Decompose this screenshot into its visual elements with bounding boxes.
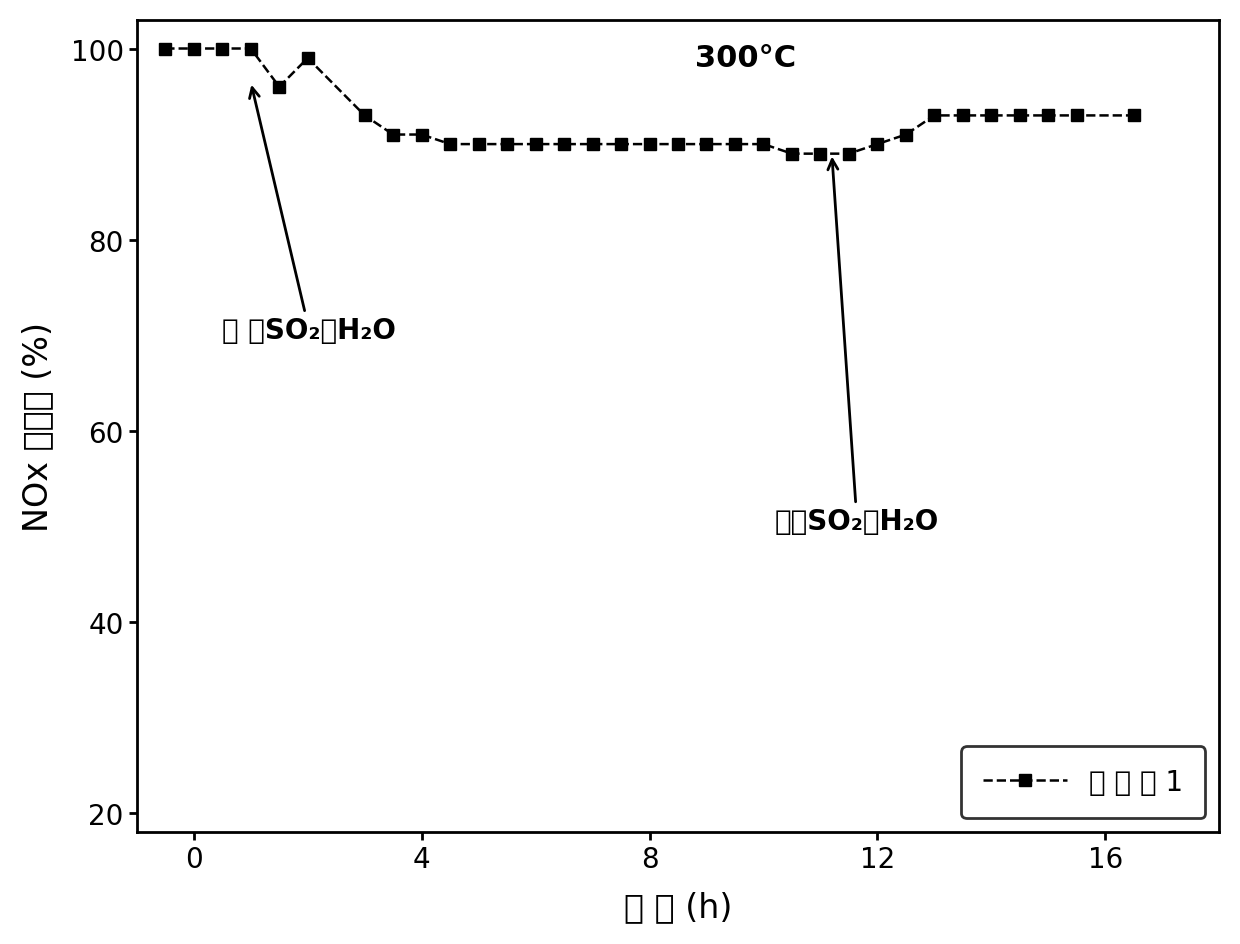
Text: 切断SO₂和H₂O: 切断SO₂和H₂O (775, 160, 939, 536)
实 施 例 1 (728, 140, 743, 151)
Legend: 实 施 例 1: 实 施 例 1 (961, 746, 1205, 818)
实 施 例 1 (215, 43, 229, 55)
实 施 例 1 (983, 110, 998, 122)
实 施 例 1 (614, 140, 629, 151)
实 施 例 1 (443, 140, 458, 151)
实 施 例 1 (300, 54, 315, 65)
实 施 例 1 (157, 43, 172, 55)
实 施 例 1 (642, 140, 657, 151)
实 施 例 1 (557, 140, 572, 151)
Text: 300°C: 300°C (696, 44, 796, 74)
X-axis label: 时 间 (h): 时 间 (h) (624, 890, 732, 923)
实 施 例 1 (1126, 110, 1141, 122)
Text: 通 入SO₂和H₂O: 通 入SO₂和H₂O (222, 89, 396, 345)
实 施 例 1 (243, 43, 258, 55)
实 施 例 1 (500, 140, 515, 151)
实 施 例 1 (186, 43, 201, 55)
实 施 例 1 (386, 129, 401, 141)
实 施 例 1 (1012, 110, 1027, 122)
Line: 实 施 例 1: 实 施 例 1 (159, 43, 1140, 160)
实 施 例 1 (1040, 110, 1055, 122)
实 施 例 1 (585, 140, 600, 151)
实 施 例 1 (842, 149, 857, 160)
实 施 例 1 (272, 82, 286, 93)
实 施 例 1 (955, 110, 970, 122)
实 施 例 1 (899, 129, 914, 141)
实 施 例 1 (699, 140, 714, 151)
实 施 例 1 (471, 140, 486, 151)
实 施 例 1 (528, 140, 543, 151)
实 施 例 1 (813, 149, 828, 160)
实 施 例 1 (357, 110, 372, 122)
实 施 例 1 (671, 140, 686, 151)
实 施 例 1 (1069, 110, 1084, 122)
实 施 例 1 (870, 140, 885, 151)
Y-axis label: NOx 转化率 (%): NOx 转化率 (%) (21, 322, 53, 531)
实 施 例 1 (785, 149, 800, 160)
实 施 例 1 (756, 140, 771, 151)
实 施 例 1 (414, 129, 429, 141)
实 施 例 1 (926, 110, 941, 122)
